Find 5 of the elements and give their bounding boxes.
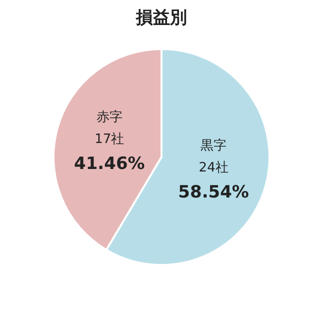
slice-label: 黒字 — [200, 138, 227, 154]
data-label: 24社 58.54% — [178, 160, 249, 203]
slice-label: 赤字 — [96, 109, 122, 126]
data-label: 17社 41.46% — [74, 132, 145, 174]
chart-title: 損益別 — [134, 7, 188, 29]
